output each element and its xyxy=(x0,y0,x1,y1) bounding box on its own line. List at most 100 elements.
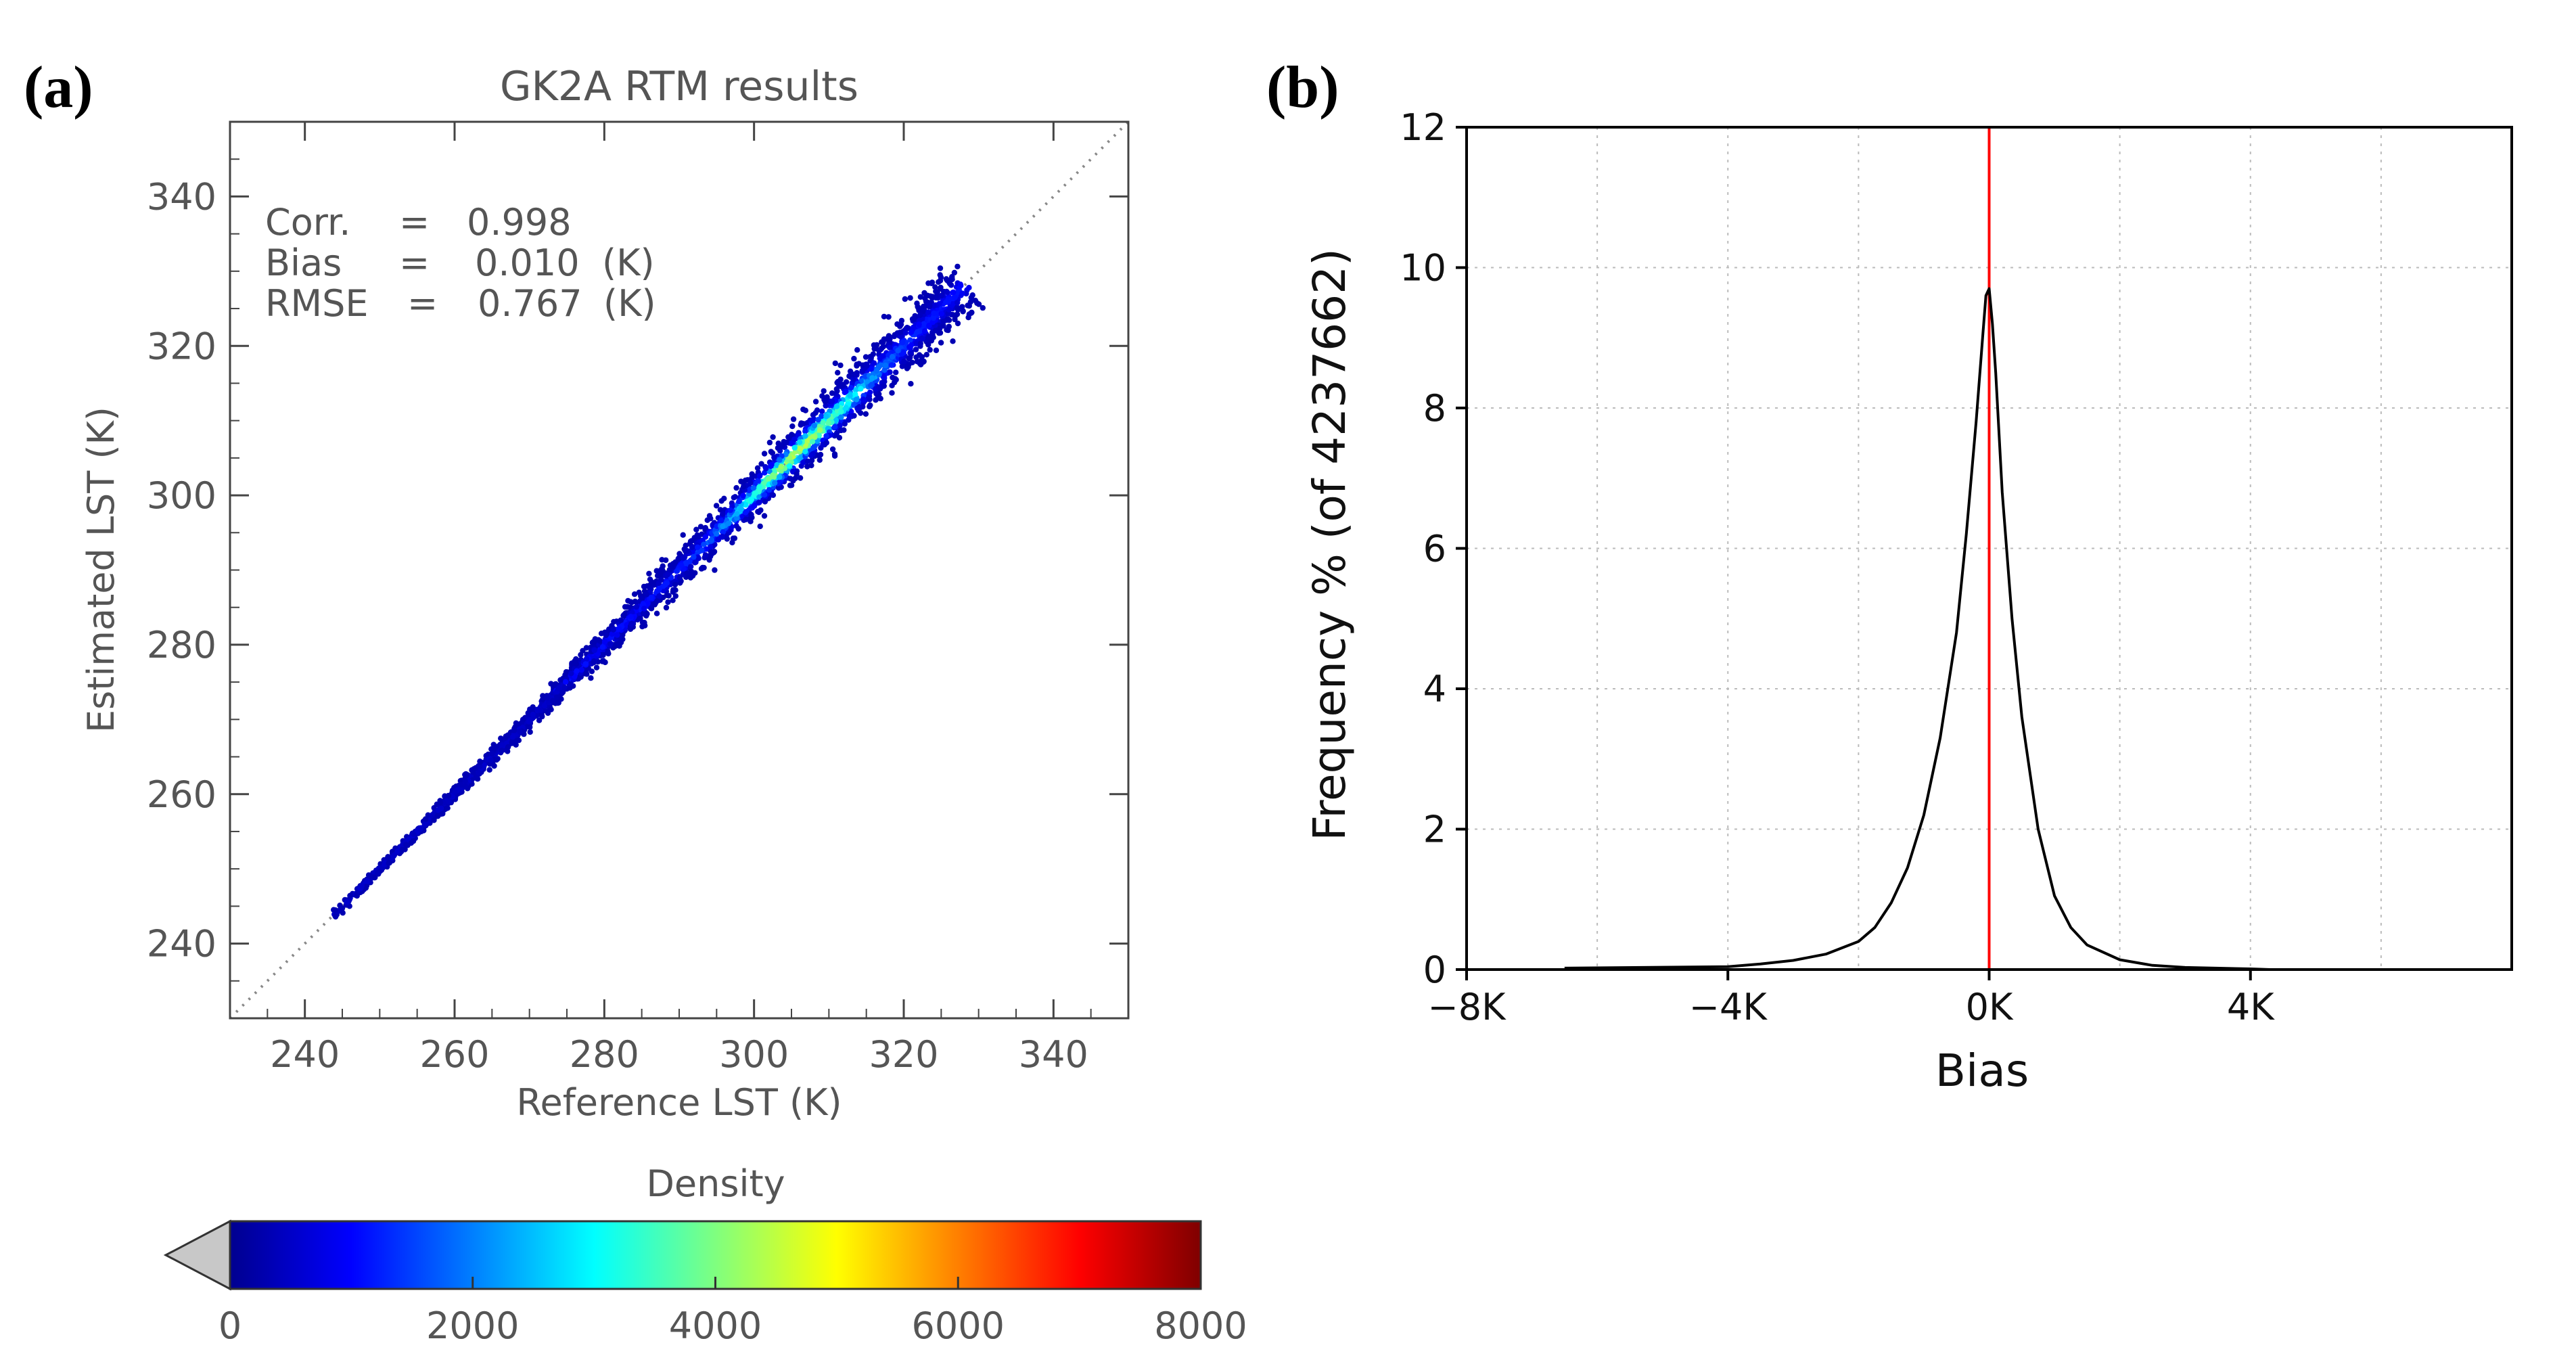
density-point xyxy=(926,334,932,340)
density-point xyxy=(928,280,935,286)
density-point xyxy=(614,632,620,638)
x-tick-label-a: 300 xyxy=(719,1033,789,1076)
density-point xyxy=(527,729,533,735)
density-point xyxy=(458,781,464,788)
x-tick-label-a: 260 xyxy=(419,1033,489,1076)
density-point xyxy=(680,555,687,561)
density-point xyxy=(429,812,435,819)
stat-rmse-eq: = xyxy=(407,282,438,325)
density-point xyxy=(688,568,695,574)
density-point xyxy=(574,668,580,674)
colorbar-tick-label: 8000 xyxy=(1154,1304,1247,1347)
density-point xyxy=(944,316,951,322)
density-point xyxy=(363,884,369,890)
density-point xyxy=(851,355,857,362)
density-point xyxy=(887,344,893,350)
density-point xyxy=(871,346,877,352)
density-point xyxy=(765,476,772,482)
density-point xyxy=(740,484,747,490)
density-point xyxy=(921,290,927,296)
density-point xyxy=(410,831,417,837)
density-point xyxy=(802,449,808,455)
y-axis-label-b: Frequency % (of 4237662) xyxy=(1304,248,1356,841)
y-tick-label-a: 320 xyxy=(147,325,216,367)
density-point xyxy=(868,382,874,389)
density-point xyxy=(881,374,888,380)
density-point xyxy=(616,626,622,632)
density-point xyxy=(913,340,919,346)
density-point xyxy=(520,717,526,723)
density-point xyxy=(595,651,601,657)
density-point xyxy=(762,499,768,505)
density-point xyxy=(743,502,749,508)
density-plot-area xyxy=(230,122,1128,1018)
grid-b xyxy=(1467,127,2512,970)
density-point xyxy=(332,907,338,913)
density-point xyxy=(640,610,647,616)
density-point xyxy=(558,696,564,702)
density-point xyxy=(477,763,483,769)
density-point xyxy=(672,581,678,588)
density-point xyxy=(580,647,586,654)
density-point xyxy=(959,290,965,296)
density-point xyxy=(901,358,907,365)
density-point xyxy=(444,805,451,811)
density-point xyxy=(802,433,808,439)
density-point xyxy=(864,362,870,368)
density-point xyxy=(787,435,793,441)
density-point xyxy=(775,485,782,491)
density-point xyxy=(786,463,793,469)
density-point xyxy=(654,572,661,579)
bias-histogram-line xyxy=(1564,287,2270,971)
density-point xyxy=(582,661,589,667)
density-point xyxy=(743,516,749,522)
density-point xyxy=(944,327,950,333)
density-point xyxy=(797,446,803,452)
density-point xyxy=(917,312,923,319)
density-point xyxy=(860,396,867,403)
density-point xyxy=(843,405,849,411)
density-point xyxy=(548,681,554,687)
density-point xyxy=(676,574,683,581)
x-tick-label-a: 340 xyxy=(1019,1033,1088,1076)
density-point xyxy=(969,309,975,315)
density-point xyxy=(787,476,794,482)
density-point xyxy=(618,617,624,623)
density-point xyxy=(882,362,889,369)
density-point xyxy=(880,344,886,350)
density-point xyxy=(762,492,768,498)
density-point xyxy=(838,409,844,415)
density-point xyxy=(938,274,944,281)
density-point xyxy=(578,667,584,673)
density-point xyxy=(908,381,914,387)
y-tick-label-a: 240 xyxy=(147,923,216,965)
density-point xyxy=(862,411,869,417)
density-point xyxy=(463,772,469,778)
density-point xyxy=(687,558,693,565)
density-point xyxy=(622,604,628,610)
density-point xyxy=(888,362,895,368)
density-point xyxy=(628,614,634,620)
density-point xyxy=(712,567,718,573)
density-point xyxy=(908,342,915,348)
density-point xyxy=(848,409,854,415)
density-point xyxy=(954,320,961,327)
density-point xyxy=(660,567,666,573)
density-point xyxy=(438,805,444,812)
density-point xyxy=(609,631,616,637)
density-point xyxy=(734,511,740,517)
density-point xyxy=(980,304,986,311)
density-point xyxy=(937,325,943,332)
density-point xyxy=(937,286,944,292)
density-point xyxy=(810,418,816,424)
density-point xyxy=(843,388,849,394)
colorbar-tick-label: 4000 xyxy=(669,1304,762,1347)
density-point xyxy=(648,595,654,601)
stat-bias-value: 0.010 xyxy=(475,242,580,284)
density-point xyxy=(771,454,777,461)
density-point xyxy=(400,846,406,852)
density-point xyxy=(340,910,346,916)
density-point xyxy=(663,557,669,564)
density-point xyxy=(772,480,778,486)
density-point xyxy=(391,852,397,859)
